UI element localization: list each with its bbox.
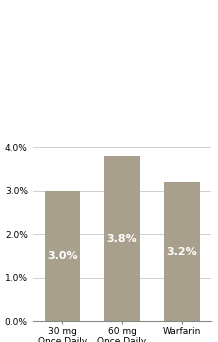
Text: 3.8%: 3.8% xyxy=(107,234,138,244)
Text: 3.0%: 3.0% xyxy=(47,251,78,261)
Y-axis label: Percent: Percent xyxy=(0,208,2,247)
Bar xyxy=(104,156,140,321)
Text: 3.2%: 3.2% xyxy=(166,247,197,257)
Text: DU176b vs. Warfarin:
Incidence of Major
and Clinically Relevant
Bleeding: DU176b vs. Warfarin: Incidence of Major … xyxy=(13,7,184,69)
Bar xyxy=(45,191,80,321)
Bar xyxy=(164,182,199,321)
